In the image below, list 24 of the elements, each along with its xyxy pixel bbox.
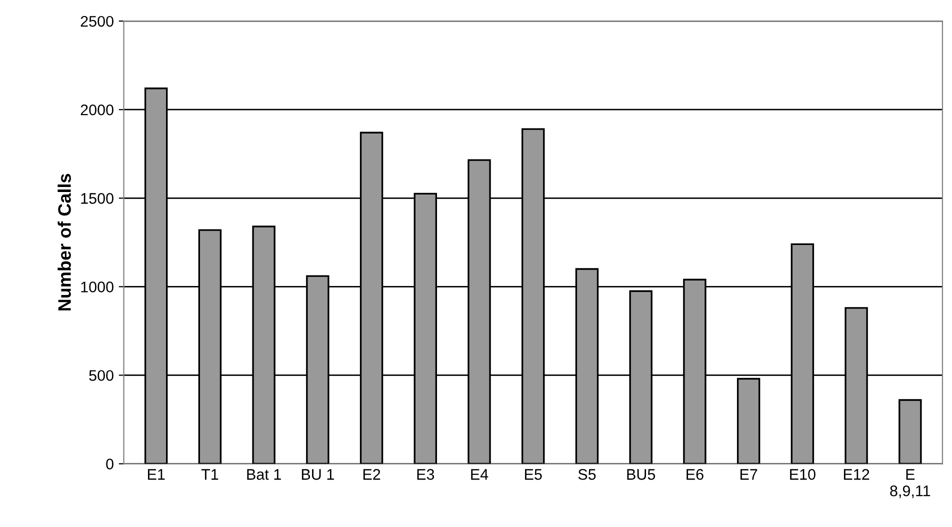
y-axis-title: Number of Calls	[58, 174, 71, 310]
x-tick-label: BU5	[627, 469, 656, 480]
x-tick-label: E10	[790, 469, 816, 480]
x-tick-label: S5	[578, 469, 596, 480]
x-tick-label: E 8,9,11	[890, 469, 930, 498]
x-tick-label: E5	[525, 469, 542, 480]
bar	[736, 378, 760, 464]
x-tick-label: BU 1	[302, 469, 334, 480]
y-tick-label: 500	[89, 370, 114, 381]
x-tick-label: T1	[201, 469, 218, 480]
x-tick-label: E1	[148, 469, 165, 480]
x-tick-label: E3	[417, 469, 434, 480]
x-tick-label: E6	[686, 469, 704, 480]
x-tick-label: E7	[740, 469, 758, 480]
x-tick-label: E12	[844, 469, 870, 480]
y-tick-label: 1000	[81, 282, 114, 292]
bar	[898, 399, 922, 464]
x-tick-label: Bat 1	[247, 469, 281, 480]
y-tick-label: 2000	[80, 104, 114, 116]
y-tick-label: 2500	[80, 16, 114, 27]
x-tick-label: E2	[363, 469, 380, 480]
y-tick-label: 1500	[81, 193, 114, 204]
x-tick-label: E4	[471, 469, 488, 480]
y-tick-label: 0	[106, 458, 114, 470]
